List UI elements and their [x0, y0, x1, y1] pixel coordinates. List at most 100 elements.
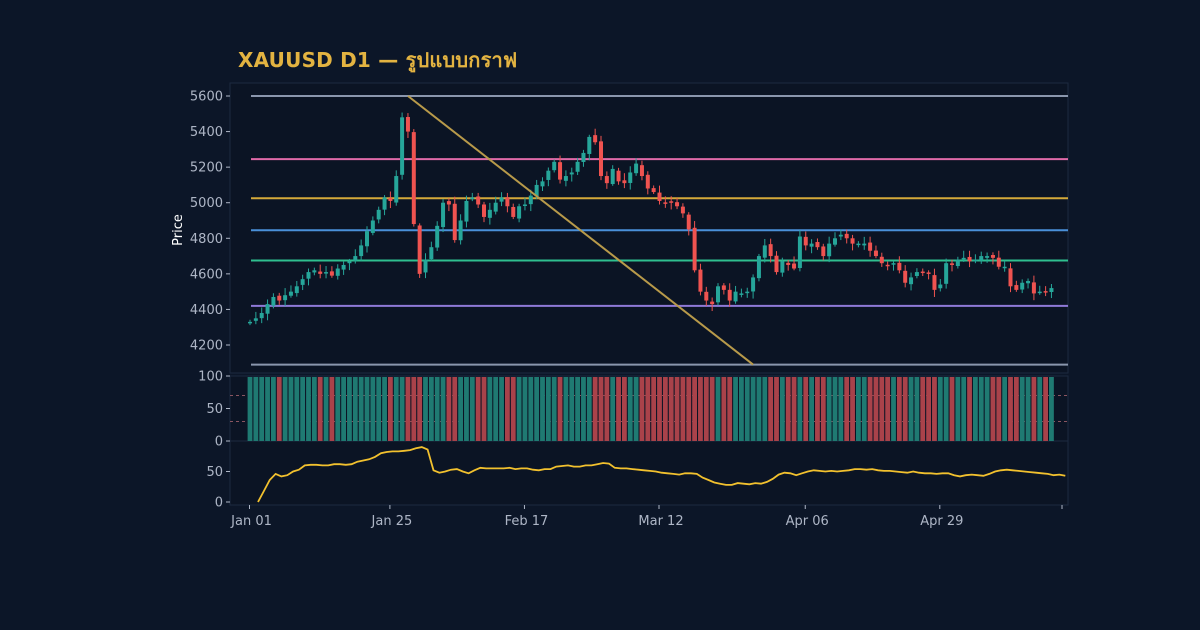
- y-tick-label: 5400: [190, 125, 223, 140]
- candle-body: [476, 196, 481, 205]
- oscillator-bar: [791, 377, 797, 441]
- oscillator-bar: [592, 377, 598, 441]
- oscillator-bar: [352, 377, 358, 441]
- candle-body: [294, 286, 299, 294]
- candle-body: [365, 231, 369, 247]
- oscillator-bar: [347, 377, 352, 441]
- oscillator-bar: [768, 377, 774, 441]
- oscillator-bar: [750, 377, 756, 441]
- candle-body: [803, 236, 808, 246]
- candle-body: [1002, 266, 1007, 269]
- oscillator-bar: [399, 377, 405, 441]
- oscillator-bar: [996, 377, 1002, 441]
- oscillator-tick-label: 100: [198, 370, 223, 385]
- oscillator-bar: [943, 377, 949, 441]
- oscillator-bar: [1019, 377, 1025, 441]
- oscillator-bar: [686, 377, 692, 441]
- oscillator-bar: [861, 377, 867, 441]
- candle-body: [616, 170, 621, 182]
- oscillator-bar: [955, 377, 961, 441]
- candle-body: [370, 220, 375, 233]
- oscillator-bar: [516, 377, 522, 441]
- oscillator-bar: [674, 377, 680, 441]
- oscillator-tick-label: 50: [206, 402, 223, 417]
- oscillator-bar: [253, 377, 259, 441]
- candle-body: [411, 132, 416, 225]
- y-tick-label: 4600: [190, 267, 223, 282]
- candle-body: [1049, 288, 1054, 292]
- candle-body: [288, 291, 293, 296]
- candle-body: [979, 256, 984, 261]
- candle-body: [599, 141, 603, 177]
- oscillator-bar: [259, 377, 265, 441]
- candle-body: [552, 161, 557, 171]
- candle-body: [1026, 280, 1031, 284]
- candle-body: [914, 272, 919, 276]
- oscillator-bar: [265, 377, 270, 441]
- oscillator-bar: [779, 377, 785, 441]
- candle-body: [973, 259, 978, 262]
- candle-body: [762, 245, 767, 258]
- oscillator-bar: [247, 377, 253, 441]
- candle-body: [487, 209, 492, 218]
- oscillator-bar: [973, 377, 978, 441]
- indicator-line: [257, 446, 1066, 503]
- candle-body: [259, 312, 264, 319]
- candle-body: [698, 269, 703, 292]
- candle-body: [634, 163, 639, 174]
- oscillator-bar: [388, 377, 393, 441]
- oscillator-bar: [645, 377, 651, 441]
- oscillator-bar: [844, 377, 850, 441]
- oscillator-bar: [534, 377, 540, 441]
- oscillator-bar: [838, 377, 844, 441]
- oscillator-bar: [475, 377, 481, 441]
- candle-body: [359, 245, 364, 257]
- chart-title: XAUUSD D1 — รูปแบบกราฟ: [238, 48, 518, 72]
- oscillator-bar: [891, 377, 896, 441]
- candle-body: [961, 257, 966, 260]
- y-tick-label: 5000: [190, 196, 223, 211]
- candle-body: [248, 321, 252, 324]
- oscillator-bar: [311, 377, 317, 441]
- oscillator-bar: [282, 377, 288, 441]
- oscillator-bar: [867, 377, 873, 441]
- candle-body: [464, 200, 469, 222]
- oscillator-bar: [715, 377, 721, 441]
- candle-body: [797, 236, 802, 268]
- oscillator-bar: [616, 377, 621, 441]
- oscillator-bar: [1037, 377, 1043, 441]
- candle-body: [593, 135, 598, 143]
- x-tick-label: Apr 29: [920, 514, 963, 529]
- candle-body: [786, 262, 791, 265]
- candle-body: [1043, 291, 1048, 293]
- oscillator-bar: [873, 377, 879, 441]
- x-tick-label: Apr 06: [786, 514, 829, 529]
- oscillator-bar: [505, 377, 510, 441]
- oscillator-bar: [744, 377, 750, 441]
- candle-body: [540, 181, 545, 187]
- oscillator-bar: [908, 377, 914, 441]
- y-axis-label: Price: [171, 214, 186, 246]
- candle-body: [868, 242, 873, 251]
- y-tick-label: 5200: [190, 161, 223, 176]
- oscillator-bar: [276, 377, 282, 441]
- oscillator-bar: [528, 377, 534, 441]
- candle-body: [751, 277, 756, 292]
- candle-body: [692, 227, 697, 271]
- x-tick-label: Jan 25: [371, 514, 413, 529]
- oscillator-bar: [411, 377, 417, 441]
- candle-body: [897, 262, 902, 271]
- candle-body: [780, 261, 785, 273]
- candle-body: [569, 172, 574, 175]
- oscillator-bar: [809, 377, 814, 441]
- oscillator-bar: [323, 377, 329, 441]
- oscillator-bar: [914, 377, 920, 441]
- candle-body: [417, 225, 422, 274]
- trendline: [407, 95, 754, 366]
- candle-body: [376, 209, 381, 220]
- candle-body: [400, 117, 405, 175]
- candle-body: [1020, 282, 1025, 290]
- candle-body: [353, 256, 358, 261]
- oscillator-bar: [306, 377, 311, 441]
- candle-body: [739, 293, 744, 295]
